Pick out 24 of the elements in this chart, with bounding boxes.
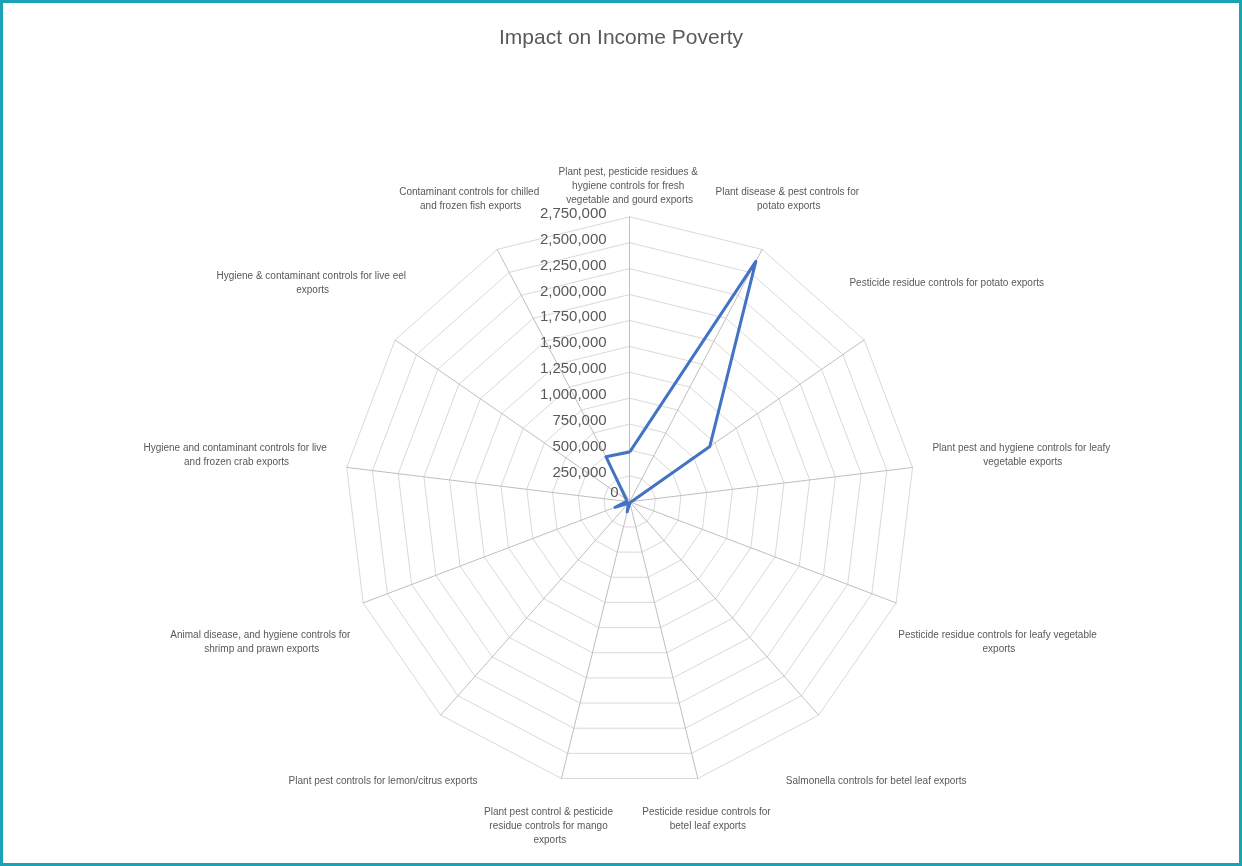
spoke-label: Pesticide residue controls for leafy vegetable exports — [898, 628, 1098, 654]
y-tick-label: 1,500,000 — [539, 333, 607, 351]
y-tick-label: 500,000 — [552, 436, 607, 454]
y-tick-label: 0 — [610, 482, 619, 500]
y-tick-label: 2,000,000 — [539, 281, 607, 299]
spoke-label: Plant pest control & pesticide residue controls for mango exports — [484, 805, 616, 845]
y-tick-label: 750,000 — [552, 411, 607, 429]
y-tick-label: 2,500,000 — [539, 229, 607, 247]
spoke-label: Pesticide residue controls for potato exports — [849, 277, 1044, 289]
y-tick-label: 1,750,000 — [539, 307, 607, 325]
spoke-label: Plant pest and hygiene controls for leafy vegetable exports — [932, 441, 1114, 467]
chart-title: Impact on Income Poverty — [499, 25, 744, 48]
spoke-label: Plant pest, pesticide residues & hygiene controls for fresh vegetable and gourd exports — [558, 166, 701, 206]
spoke-label: Animal disease, and hygiene controls for shrimp and prawn exports — [170, 628, 354, 654]
spoke-label: Plant pest controls for lemon/citrus exports — [288, 774, 478, 786]
spoke-label: Pesticide residue controls for betel leaf exports — [642, 806, 774, 832]
y-tick-label: 1,250,000 — [539, 359, 607, 377]
spoke-label: Plant disease & pest controls for potato exports — [715, 186, 862, 212]
spoke-label: Hygiene & contaminant controls for live eel exports — [216, 270, 409, 296]
spoke-label: Hygiene and contaminant controls for live and frozen crab exports — [143, 441, 330, 467]
y-tick-label: 2,250,000 — [539, 255, 607, 273]
y-tick-label: 1,000,000 — [539, 385, 607, 403]
y-tick-label: 250,000 — [552, 462, 607, 480]
spoke-label: Salmonella controls for betel leaf exports — [785, 774, 967, 786]
